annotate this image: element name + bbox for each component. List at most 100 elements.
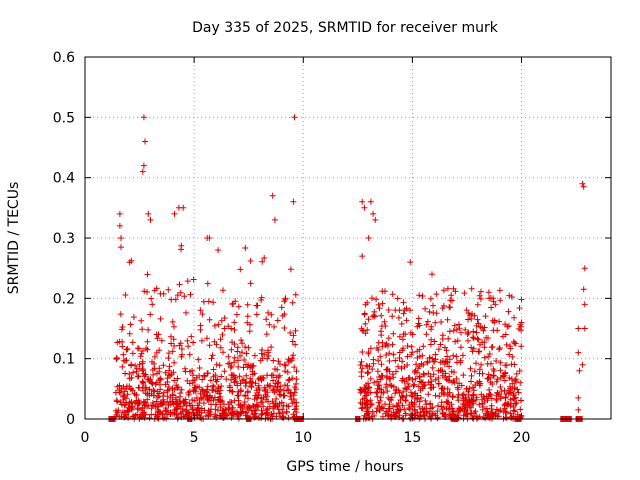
data-point xyxy=(161,414,168,421)
data-point xyxy=(186,351,193,358)
data-point xyxy=(448,292,455,299)
data-point xyxy=(474,335,481,342)
data-point xyxy=(157,409,164,416)
data-point xyxy=(254,302,261,309)
data-point xyxy=(291,364,298,371)
data-point xyxy=(171,323,177,330)
data-point xyxy=(128,361,135,368)
data-point xyxy=(164,387,171,394)
data-point xyxy=(161,389,167,396)
data-point xyxy=(232,298,239,305)
data-point xyxy=(266,383,273,390)
data-point xyxy=(454,384,461,391)
data-point xyxy=(180,204,187,211)
data-point xyxy=(473,322,480,329)
data-point xyxy=(373,390,380,396)
data-point xyxy=(189,405,196,411)
data-point xyxy=(492,301,499,308)
x-tick-label: 0 xyxy=(81,430,90,446)
data-point xyxy=(390,383,397,390)
data-point xyxy=(176,281,183,288)
data-point xyxy=(282,362,289,369)
data-point xyxy=(451,322,458,329)
data-point xyxy=(165,386,172,393)
data-point xyxy=(366,414,373,421)
data-point xyxy=(414,323,421,330)
data-point xyxy=(481,324,488,331)
data-point xyxy=(459,392,466,399)
data-point xyxy=(227,384,233,391)
data-point xyxy=(494,396,500,403)
data-point xyxy=(126,330,133,337)
data-point xyxy=(242,392,249,399)
data-point xyxy=(134,373,141,380)
data-point xyxy=(374,378,381,385)
data-point xyxy=(489,381,496,387)
data-point xyxy=(497,407,504,414)
data-point xyxy=(117,311,124,318)
data-point xyxy=(450,393,457,400)
data-point xyxy=(235,357,241,364)
data-point xyxy=(220,349,226,356)
data-point xyxy=(370,360,377,367)
data-point xyxy=(465,316,471,323)
data-point xyxy=(482,313,489,320)
data-point xyxy=(286,376,293,383)
data-point xyxy=(361,310,368,317)
data-point xyxy=(420,411,427,418)
data-point xyxy=(273,396,280,402)
data-point xyxy=(174,292,181,299)
data-point xyxy=(145,402,152,409)
data-point xyxy=(142,138,148,145)
data-point xyxy=(153,285,160,292)
data-point xyxy=(285,377,292,384)
data-point xyxy=(408,389,414,396)
data-point xyxy=(242,344,249,351)
data-point xyxy=(206,342,213,349)
y-tick-label: 0.2 xyxy=(53,291,75,307)
data-point xyxy=(518,319,525,326)
data-point xyxy=(512,400,519,407)
data-point xyxy=(140,380,147,387)
data-point xyxy=(385,413,391,420)
data-point xyxy=(374,405,381,412)
data-point xyxy=(424,410,431,416)
data-point xyxy=(290,392,297,399)
data-point xyxy=(476,348,483,355)
data-point xyxy=(167,409,174,416)
data-point xyxy=(190,377,196,384)
data-point xyxy=(389,341,396,348)
data-point xyxy=(134,400,141,407)
data-point xyxy=(494,376,501,383)
data-point xyxy=(173,394,179,401)
data-point xyxy=(382,384,389,391)
data-point xyxy=(475,336,482,343)
data-point xyxy=(197,307,204,314)
data-point xyxy=(378,312,385,319)
data-point xyxy=(490,327,497,334)
data-point xyxy=(581,265,588,272)
data-point xyxy=(473,394,480,401)
data-point xyxy=(171,386,178,393)
data-point xyxy=(416,292,423,299)
data-point xyxy=(483,393,490,400)
data-point xyxy=(234,344,241,351)
data-point xyxy=(409,376,416,383)
data-point xyxy=(124,346,131,352)
data-point xyxy=(237,353,243,359)
data-point xyxy=(208,406,214,413)
data-point xyxy=(462,326,469,333)
data-point xyxy=(232,376,239,382)
data-point xyxy=(130,314,137,321)
data-point xyxy=(469,398,476,405)
data-point xyxy=(402,410,409,417)
data-point xyxy=(365,235,372,241)
data-point xyxy=(231,359,238,366)
data-point xyxy=(245,395,251,402)
data-point xyxy=(406,406,413,413)
data-point xyxy=(228,414,235,421)
data-point xyxy=(133,397,140,404)
data-point xyxy=(218,383,225,390)
data-point xyxy=(180,398,186,405)
data-point xyxy=(149,380,156,387)
